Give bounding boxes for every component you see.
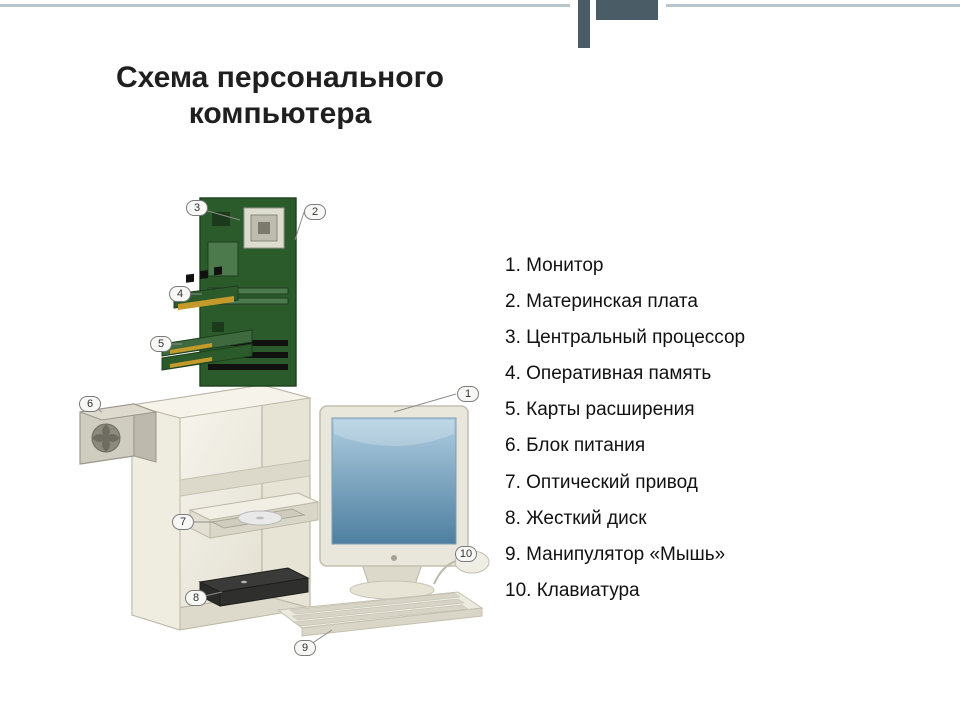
callout-10: 10 [455,546,477,562]
slide: Схема персонального компьютера 1. Монито… [0,0,960,720]
legend-item-number: 2. [505,291,526,312]
callout-4: 4 [169,286,191,302]
legend-item-number: 5. [505,399,526,420]
legend-item-label: Манипулятор «Мышь» [526,544,725,565]
legend-item-number: 8. [505,508,526,529]
legend-item: 9. Манипулятор «Мышь» [505,537,905,573]
callout-9: 9 [294,640,316,656]
legend-item: 1. Монитор [505,248,905,284]
callout-6: 6 [79,396,101,412]
legend-item-label: Монитор [526,255,603,276]
legend-list: 1. Монитор2. Материнская плата3. Централ… [505,248,905,609]
pc-diagram-svg [62,190,492,660]
legend-item-number: 9. [505,544,526,565]
callout-2: 2 [304,204,326,220]
cpu [244,208,284,248]
legend-item-number: 4. [505,363,526,384]
legend-item-label: Жесткий диск [526,508,646,529]
legend-item-label: Оперативная память [526,363,711,384]
legend-item: 5. Карты расширения [505,392,905,428]
decor-bar-top-left [0,4,570,7]
legend-item: 6. Блок питания [505,428,905,464]
monitor [320,406,468,599]
title-line-1: Схема персонального [116,61,444,94]
psu [80,404,156,464]
decor-bar-accent-a [578,0,590,48]
legend-item-number: 1. [505,255,526,276]
legend-item-number: 7. [505,472,526,493]
legend-item: 2. Материнская плата [505,284,905,320]
callout-8: 8 [185,590,207,606]
title-line-2: компьютера [189,97,372,130]
decor-bar-top-right [666,4,960,7]
legend-item: 8. Жесткий диск [505,501,905,537]
callout-3: 3 [186,200,208,216]
legend-item-label: Центральный процессор [526,327,745,348]
callout-7: 7 [172,514,194,530]
callout-5: 5 [150,336,172,352]
pc-diagram: 1 2 3 4 5 6 7 8 9 10 [62,190,492,660]
callout-1: 1 [457,386,479,402]
legend-item-label: Блок питания [526,435,645,456]
decor-bar-accent-b [596,0,658,20]
legend-item-label: Оптический привод [526,472,698,493]
page-title: Схема персонального компьютера [90,60,470,132]
legend-item: 10. Клавиатура [505,573,905,609]
legend-item-label: Карты расширения [526,399,694,420]
legend-item-label: Материнская плата [526,291,698,312]
legend-item-number: 6. [505,435,526,456]
legend-item-number: 3. [505,327,526,348]
legend-item: 3. Центральный процессор [505,320,905,356]
legend-item: 4. Оперативная память [505,356,905,392]
legend-item: 7. Оптический привод [505,465,905,501]
legend-item-number: 10. [505,580,537,601]
legend-item-label: Клавиатура [537,580,640,601]
